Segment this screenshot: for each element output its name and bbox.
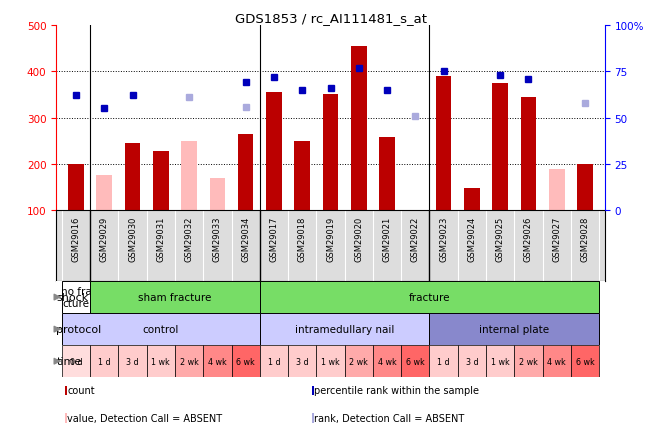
Text: time: time	[56, 356, 82, 366]
Text: sham fracture: sham fracture	[138, 293, 212, 302]
Bar	[458, 345, 486, 377]
Bar	[521, 98, 536, 210]
Bar	[379, 138, 395, 210]
Text: 1 wk: 1 wk	[151, 357, 170, 366]
Bar	[68, 164, 84, 210]
Bar	[231, 345, 260, 377]
Bar	[344, 345, 373, 377]
Text: protocol: protocol	[56, 324, 102, 334]
Text: value, Detection Call = ABSENT: value, Detection Call = ABSENT	[67, 413, 222, 423]
Text: GSM29029: GSM29029	[100, 216, 109, 261]
Bar	[486, 345, 514, 377]
Bar	[62, 345, 90, 377]
Text: GSM29022: GSM29022	[411, 216, 420, 261]
Text: intramedullary nail: intramedullary nail	[295, 324, 395, 334]
Bar	[203, 345, 231, 377]
Text: GSM29028: GSM29028	[580, 216, 590, 262]
Bar	[430, 345, 458, 377]
Bar	[260, 313, 430, 345]
Bar	[464, 188, 480, 210]
Bar	[118, 345, 147, 377]
Bar	[97, 176, 112, 210]
Bar	[153, 151, 169, 210]
Bar	[175, 345, 203, 377]
Bar	[90, 345, 118, 377]
Bar	[492, 84, 508, 210]
Text: percentile rank within the sample: percentile rank within the sample	[314, 385, 479, 395]
Bar	[549, 170, 564, 210]
Bar	[288, 345, 317, 377]
Text: GSM29016: GSM29016	[71, 216, 81, 262]
Text: 4 wk: 4 wk	[377, 357, 397, 366]
Text: 3 d: 3 d	[126, 357, 139, 366]
Text: 6 wk: 6 wk	[576, 357, 594, 366]
Text: GSM29031: GSM29031	[156, 216, 165, 262]
Text: 1 d: 1 d	[268, 357, 280, 366]
Bar	[62, 313, 260, 345]
Bar	[577, 164, 593, 210]
FancyBboxPatch shape	[65, 386, 67, 395]
Text: shock: shock	[56, 293, 89, 302]
Text: 1 d: 1 d	[438, 357, 450, 366]
Text: GSM29034: GSM29034	[241, 216, 250, 262]
Text: control: control	[143, 324, 179, 334]
Bar	[430, 313, 599, 345]
Bar	[317, 345, 344, 377]
Text: 0 d: 0 d	[69, 357, 82, 366]
Text: GSM29026: GSM29026	[524, 216, 533, 262]
Text: GSM29020: GSM29020	[354, 216, 364, 261]
Bar	[294, 141, 310, 210]
Bar	[260, 345, 288, 377]
Text: GSM29027: GSM29027	[552, 216, 561, 262]
Bar	[514, 345, 543, 377]
Bar	[90, 281, 260, 313]
Bar	[436, 77, 451, 210]
Bar	[62, 281, 90, 313]
Bar	[543, 345, 571, 377]
Bar	[125, 144, 140, 210]
Text: GSM29021: GSM29021	[383, 216, 391, 261]
Text: GSM29017: GSM29017	[270, 216, 278, 262]
Text: 2 wk: 2 wk	[519, 357, 538, 366]
Text: rank, Detection Call = ABSENT: rank, Detection Call = ABSENT	[314, 413, 464, 423]
Bar	[147, 345, 175, 377]
Text: 3 d: 3 d	[465, 357, 478, 366]
Bar	[323, 95, 338, 210]
Text: 3 d: 3 d	[296, 357, 309, 366]
Text: 1 d: 1 d	[98, 357, 110, 366]
Text: GSM29024: GSM29024	[467, 216, 477, 261]
Text: 6 wk: 6 wk	[406, 357, 425, 366]
Bar	[351, 47, 367, 210]
Text: GSM29025: GSM29025	[496, 216, 505, 261]
FancyBboxPatch shape	[311, 386, 313, 395]
Text: GSM29032: GSM29032	[184, 216, 194, 262]
Text: 4 wk: 4 wk	[547, 357, 566, 366]
Bar	[238, 135, 253, 210]
Bar	[210, 178, 225, 210]
Bar	[373, 345, 401, 377]
Text: GSM29023: GSM29023	[439, 216, 448, 262]
FancyBboxPatch shape	[65, 414, 67, 423]
Text: 6 wk: 6 wk	[236, 357, 255, 366]
Text: 4 wk: 4 wk	[208, 357, 227, 366]
Bar	[181, 141, 197, 210]
Text: internal plate: internal plate	[479, 324, 549, 334]
Text: 2 wk: 2 wk	[180, 357, 198, 366]
Text: fracture: fracture	[408, 293, 450, 302]
Text: GSM29018: GSM29018	[297, 216, 307, 262]
Text: 2 wk: 2 wk	[350, 357, 368, 366]
Text: GSM29033: GSM29033	[213, 216, 222, 262]
Text: count: count	[67, 385, 95, 395]
Text: GSM29030: GSM29030	[128, 216, 137, 262]
Bar	[266, 93, 282, 210]
Text: 1 wk: 1 wk	[321, 357, 340, 366]
Bar	[401, 345, 430, 377]
Text: no fra
cture: no fra cture	[61, 286, 91, 308]
Text: GSM29019: GSM29019	[326, 216, 335, 261]
Bar	[571, 345, 599, 377]
Text: 1 wk: 1 wk	[491, 357, 510, 366]
Title: GDS1853 / rc_AI111481_s_at: GDS1853 / rc_AI111481_s_at	[235, 12, 426, 25]
Bar	[260, 281, 599, 313]
FancyBboxPatch shape	[311, 414, 313, 423]
